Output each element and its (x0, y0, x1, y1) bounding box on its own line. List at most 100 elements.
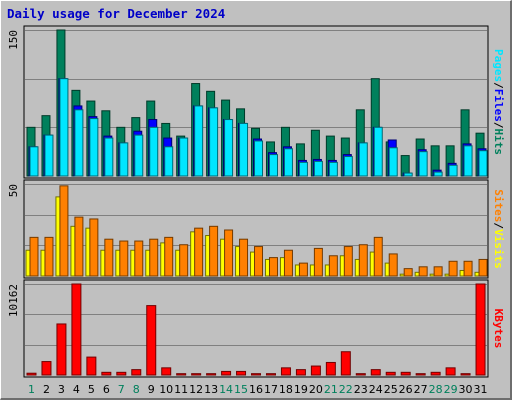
pages-bar (298, 161, 308, 177)
pages-bar (59, 78, 69, 177)
pages-bar (239, 122, 249, 177)
kbytes-bar (430, 371, 441, 376)
sites-bar (268, 257, 278, 277)
kbytes-bar (325, 361, 336, 376)
x-tick-label: 2 (43, 383, 50, 396)
sites-bar (283, 249, 293, 277)
kbytes-bar (191, 373, 202, 376)
legend-sites-visits: Sites/Visits (492, 189, 505, 269)
x-tick-label: 27 (414, 383, 428, 396)
y-tick-label-panel-3: 10162 (7, 284, 20, 317)
sites-bar (298, 262, 308, 277)
pages-bar (478, 150, 488, 177)
sites-bar (418, 266, 428, 277)
legend-sites-visits-part: Visits (492, 229, 505, 269)
sites-bar (74, 216, 84, 277)
sites-bar (313, 247, 323, 277)
pages-bar (179, 137, 189, 177)
kbytes-bar (415, 373, 426, 376)
x-tick-label: 7 (118, 383, 125, 396)
sites-bar (209, 225, 219, 277)
pages-bar (44, 134, 54, 177)
sites-bar (433, 266, 443, 277)
kbytes-bar (310, 365, 321, 376)
pages-bar (433, 171, 443, 177)
legend-sites-visits-part: / (492, 222, 505, 229)
kbytes-bar (221, 370, 232, 376)
sites-bar (224, 229, 234, 277)
sites-bar (478, 258, 488, 277)
pages-bar (448, 164, 458, 177)
pages-bar (388, 147, 398, 177)
sites-bar (448, 260, 458, 277)
x-tick-label: 6 (103, 383, 110, 396)
legend-pages-files-hits-part: Pages (492, 49, 505, 82)
kbytes-bar (56, 323, 67, 376)
kbytes-bar (385, 371, 396, 376)
x-tick-label: 12 (189, 383, 203, 396)
sites-bar (29, 236, 39, 277)
legend-kbytes: KBytes (492, 309, 505, 349)
sites-bar (119, 240, 129, 277)
sites-bar (343, 246, 353, 277)
x-tick-label: 15 (234, 383, 248, 396)
kbytes-bar (41, 361, 52, 376)
sites-bar (104, 238, 114, 277)
kbytes-bar (101, 371, 112, 376)
sites-bar (388, 253, 398, 277)
x-tick-label: 3 (58, 383, 65, 396)
sites-bar (89, 218, 99, 277)
sites-bar (164, 236, 174, 277)
pages-bar (313, 160, 323, 177)
pages-bar (418, 151, 428, 177)
kbytes-bar (475, 283, 486, 376)
x-tick-label: 20 (309, 383, 323, 396)
x-tick-label: 28 (429, 383, 443, 396)
pages-bar (194, 105, 204, 177)
sites-bar (358, 244, 368, 277)
pages-bar (283, 148, 293, 177)
pages-bar (134, 134, 144, 177)
legend-pages-files-hits-part: Hits (492, 129, 505, 156)
legend-pages-files-hits: Pages/Files/Hits (492, 49, 505, 155)
kbytes-bar (460, 373, 471, 376)
x-tick-label: 22 (339, 383, 353, 396)
pages-bar (463, 145, 473, 177)
sites-bar (373, 236, 383, 277)
pages-bar (343, 156, 353, 177)
x-tick-label: 30 (459, 383, 473, 396)
sites-bar (328, 255, 338, 277)
legend-pages-files-hits-part: Files (492, 89, 505, 122)
sites-bar (239, 238, 249, 277)
kbytes-bar (131, 369, 142, 376)
pages-bar (29, 146, 39, 177)
pages-bar (403, 172, 413, 177)
pages-bar (89, 118, 99, 177)
x-tick-label: 17 (264, 383, 278, 396)
sites-bar (254, 246, 264, 277)
pages-bar (373, 126, 383, 177)
x-tick-label: 11 (174, 383, 188, 396)
sites-bar (134, 240, 144, 277)
y-tick-label-panel-2: 50 (7, 184, 20, 197)
pages-bar (149, 126, 159, 177)
kbytes-bar (370, 369, 381, 376)
x-tick-label: 4 (73, 383, 80, 396)
x-tick-label: 24 (369, 383, 383, 396)
chart-title: Daily usage for December 2024 (7, 6, 226, 21)
kbytes-bar (445, 367, 456, 376)
sites-bar (179, 244, 189, 277)
kbytes-bar (340, 351, 351, 376)
kbytes-bar (355, 373, 366, 376)
legend-pages-files-hits-part: / (492, 122, 505, 129)
pages-bar (164, 146, 174, 177)
pages-bar (358, 142, 368, 177)
kbytes-bar (71, 283, 82, 376)
kbytes-bar (206, 373, 217, 376)
x-tick-label: 10 (159, 383, 173, 396)
legend-pages-files-hits-part: / (492, 82, 505, 89)
x-tick-label: 8 (133, 383, 140, 396)
kbytes-bar (280, 367, 291, 376)
x-tick-label: 13 (204, 383, 218, 396)
kbytes-bar (400, 371, 411, 376)
